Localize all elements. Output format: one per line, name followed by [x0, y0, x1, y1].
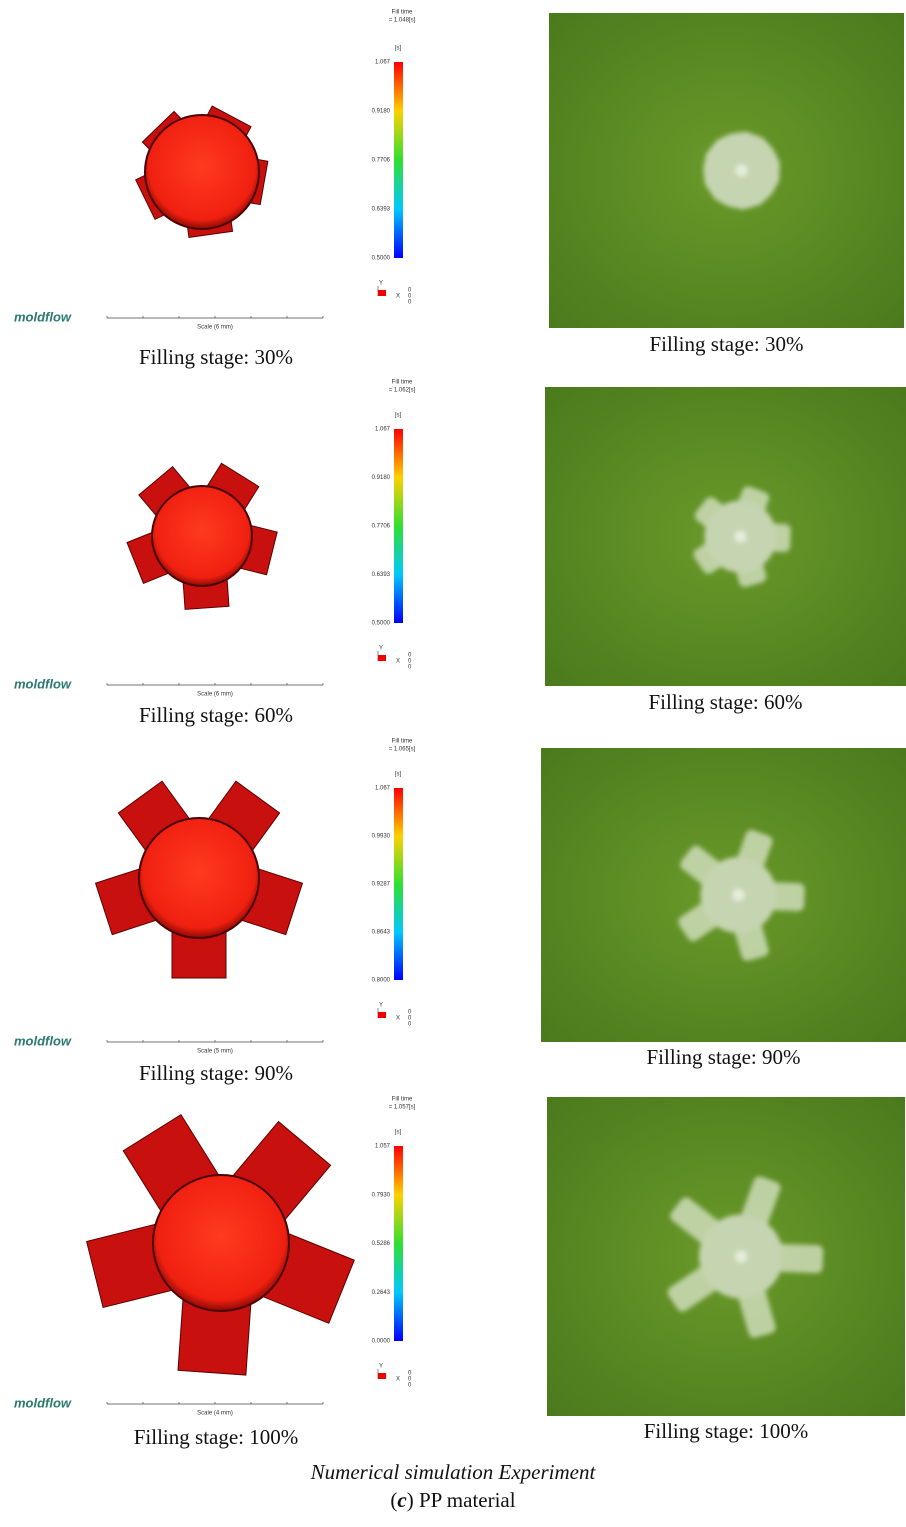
legend-unit: [s]: [395, 46, 402, 52]
caption: Filling stage: 100%: [134, 1425, 299, 1449]
legend-tick-label: 0.6393: [372, 572, 391, 578]
caption-part: (: [390, 1488, 397, 1512]
axis-label: X: [396, 659, 400, 665]
axis-label: Y: [379, 646, 383, 652]
legend-tick-label: 1.067: [375, 427, 391, 433]
legend-tick-label: 0.7706: [372, 158, 391, 164]
fill-time-value: = 1.062[s]: [389, 388, 416, 394]
fill-time-label: Fill time: [392, 380, 413, 386]
fill-time-value: = 1.057[s]: [389, 1105, 416, 1111]
caption: Filling stage: 30%: [139, 345, 293, 369]
colorbar: [394, 788, 403, 980]
part-gate: [736, 165, 748, 177]
legend-tick-label: 0.8643: [372, 930, 391, 936]
colorbar: [394, 62, 403, 258]
axis-label: X: [396, 1377, 400, 1383]
legend-unit: [s]: [395, 413, 402, 419]
logo: moldflow: [14, 309, 72, 324]
fill-time-label: Fill time: [392, 10, 413, 16]
legend-tick-label: 0.2643: [372, 1290, 391, 1296]
column-header: Numerical simulation: [310, 1460, 494, 1484]
fill-time-value: = 1.065[s]: [389, 747, 416, 753]
sim-hub: [145, 115, 259, 229]
sim-hub: [152, 486, 252, 586]
logo: moldflow: [14, 1033, 72, 1048]
legend-tick-label: 0.9180: [372, 109, 391, 115]
panel: Fill time = 1.057[s] [s] 1.057 0.7930 0.5286 0…: [14, 1097, 905, 1449]
fill-time-value: = 1.048[s]: [389, 18, 416, 24]
figure: Numerical simulation Experiment (c) PP m…: [0, 0, 906, 1522]
legend-tick-label: 1.067: [375, 786, 391, 792]
figure-caption: (c) PP material: [390, 1488, 515, 1512]
legend-tick-label: 0.5000: [372, 621, 391, 627]
legend-unit: [s]: [395, 772, 402, 778]
part-gate: [733, 889, 745, 901]
photo-caption: Filling stage: 100%: [644, 1419, 809, 1443]
legend-tick-label: 0.7930: [372, 1192, 391, 1198]
sim-hub: [153, 1175, 289, 1311]
legend-tick-label: 1.067: [375, 60, 391, 66]
panel: Fill time = 1.062[s] [s] 1.067 0.9180 0.7706 0…: [14, 380, 906, 727]
scale-label: Scale (6 mm): [197, 325, 233, 331]
axis-label: X: [396, 294, 400, 300]
panel: Fill time = 1.048[s] [s] 1.067 0.9180 0.7706 0…: [14, 10, 904, 369]
axis-label: 0: [408, 1383, 412, 1389]
axis-icon: [378, 1012, 386, 1018]
legend-tick-label: 0.5286: [372, 1241, 391, 1247]
axis-label: Y: [379, 281, 383, 287]
axis-icon: [378, 655, 386, 661]
part-gate: [735, 531, 747, 543]
legend-unit: [s]: [395, 1130, 402, 1136]
legend-tick-label: 0.9180: [372, 475, 391, 481]
sim-hub: [139, 818, 259, 938]
axis-icon: [378, 290, 386, 296]
photo-caption: Filling stage: 90%: [647, 1045, 801, 1069]
fill-time-label: Fill time: [392, 1097, 413, 1103]
axis-label: Y: [379, 1003, 383, 1009]
logo: moldflow: [14, 1395, 72, 1410]
panel: Fill time = 1.065[s] [s] 1.067 0.9930 0.9287 0…: [14, 739, 906, 1085]
colorbar: [394, 429, 403, 623]
legend-tick-label: 0.9287: [372, 882, 391, 888]
axis-label: 0: [408, 665, 412, 671]
logo: moldflow: [14, 676, 72, 691]
legend-tick-label: 0.0000: [372, 1339, 391, 1345]
axis-label: 0: [408, 1022, 412, 1028]
axis-label: Y: [379, 1364, 383, 1370]
photo-caption: Filling stage: 60%: [649, 690, 803, 714]
part-gate: [735, 1251, 747, 1263]
photo-caption: Filling stage: 30%: [650, 332, 804, 356]
scale-label: Scale (4 mm): [197, 1411, 233, 1417]
axis-label: 0: [408, 300, 412, 306]
caption: Filling stage: 60%: [139, 703, 293, 727]
legend-tick-label: 1.057: [375, 1144, 391, 1150]
column-headers: Numerical simulation Experiment: [310, 1460, 597, 1484]
legend-tick-label: 0.7706: [372, 524, 391, 530]
legend-tick-label: 0.6393: [372, 207, 391, 213]
caption-part: ) PP material: [407, 1488, 516, 1512]
column-header: Experiment: [498, 1460, 597, 1484]
scale-label: Scale (6 mm): [197, 692, 233, 698]
legend-tick-label: 0.5000: [372, 256, 391, 262]
axis-icon: [378, 1373, 386, 1379]
legend-tick-label: 0.9930: [372, 834, 391, 840]
axis-label: X: [396, 1016, 400, 1022]
colorbar: [394, 1146, 403, 1341]
scale-label: Scale (5 mm): [197, 1049, 233, 1055]
caption: Filling stage: 90%: [139, 1061, 293, 1085]
fill-time-label: Fill time: [392, 739, 413, 745]
legend-tick-label: 0.8000: [372, 978, 391, 984]
